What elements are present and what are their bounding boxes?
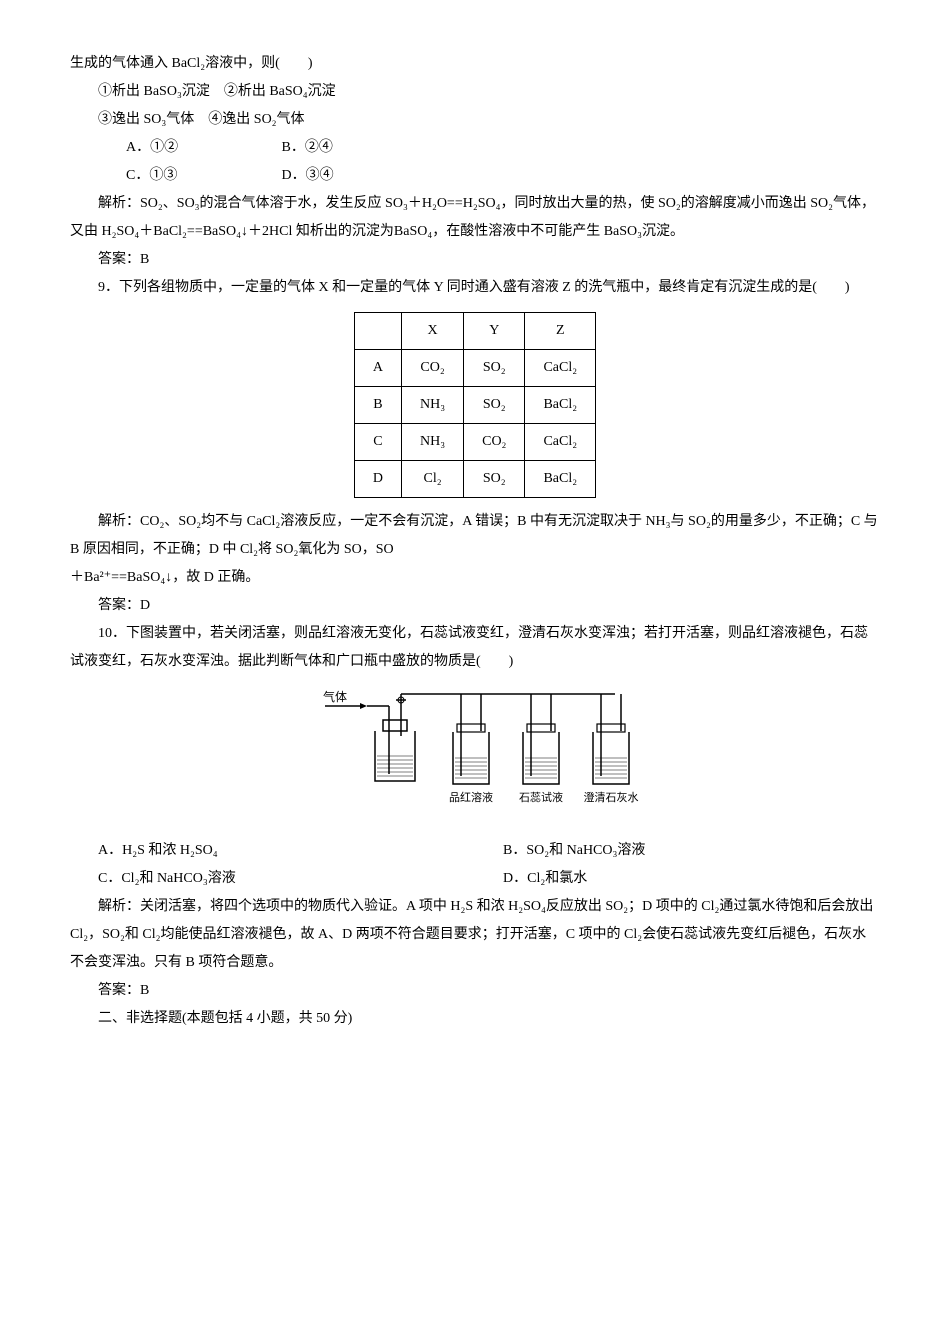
q8-option-row1: A．①② B．②④	[70, 134, 880, 162]
table-row: A CO₂ SO₂ CaCl₂	[354, 350, 595, 387]
table-row: B NH₃ SO₂ BaCl₂	[354, 387, 595, 424]
table-cell: NH₃	[402, 424, 464, 461]
q9-table: X Y Z A CO₂ SO₂ CaCl₂ B NH₃ SO₂ BaCl₂ C …	[354, 312, 596, 498]
table-cell: SO₂	[464, 461, 525, 498]
q8-answer: 答案：B	[70, 246, 880, 274]
q9-analysis-line1: 解析：CO₂、SO₂均不与 CaCl₂溶液反应，一定不会有沉淀，A 错误；B 中…	[70, 508, 880, 564]
table-cell: CaCl₂	[525, 350, 596, 387]
table-cell: CaCl₂	[525, 424, 596, 461]
table-header-x: X	[402, 313, 464, 350]
q9-answer: 答案：D	[70, 592, 880, 620]
q8-option-row2: C．①③ D．③④	[70, 162, 880, 190]
table-header-z: Z	[525, 313, 596, 350]
section-2-heading: 二、非选择题(本题包括 4 小题，共 50 分)	[70, 1005, 880, 1033]
option-a: A．①②	[98, 134, 278, 162]
table-row: C NH₃ CO₂ CaCl₂	[354, 424, 595, 461]
table-cell: CO₂	[464, 424, 525, 461]
q9-stem: 9．下列各组物质中，一定量的气体 X 和一定量的气体 Y 同时通入盛有溶液 Z …	[70, 274, 880, 302]
q8-stem-cont: 生成的气体通入 BaCl₂溶液中，则( )	[70, 50, 880, 78]
q10-options-row1: A．H₂S 和浓 H₂SO₄ B．SO₂和 NaHCO₃溶液	[70, 837, 880, 865]
option-b: B．②④	[282, 140, 333, 155]
table-header-row: X Y Z	[354, 313, 595, 350]
svg-text:气体: 气体	[323, 689, 347, 704]
table-row: D Cl₂ SO₂ BaCl₂	[354, 461, 595, 498]
q10-options-row2: C．Cl₂和 NaHCO₃溶液 D．Cl₂和氯水	[70, 865, 880, 893]
table-header-y: Y	[464, 313, 525, 350]
svg-text:澄清石灰水: 澄清石灰水	[584, 790, 639, 804]
option-d: D．③④	[282, 168, 334, 183]
table-cell: B	[354, 387, 401, 424]
q10-analysis: 解析：关闭活塞，将四个选项中的物质代入验证。A 项中 H₂S 和浓 H₂SO₄反…	[70, 893, 880, 977]
table-cell: A	[354, 350, 401, 387]
table-cell: SO₂	[464, 350, 525, 387]
q10-stem: 10．下图装置中，若关闭活塞，则品红溶液无变化，石蕊试液变红，澄清石灰水变浑浊；…	[70, 620, 880, 676]
q9-analysis-line2: ＋Ba²⁺==BaSO₄↓，故 D 正确。	[70, 564, 880, 592]
option-c: C．①③	[98, 162, 278, 190]
table-cell: BaCl₂	[525, 461, 596, 498]
table-cell: D	[354, 461, 401, 498]
table-header-blank	[354, 313, 401, 350]
option-d: D．Cl₂和氯水	[475, 865, 880, 893]
table-cell: BaCl₂	[525, 387, 596, 424]
option-c: C．Cl₂和 NaHCO₃溶液	[70, 865, 475, 893]
svg-text:石蕊试液: 石蕊试液	[519, 790, 563, 804]
q8-choice-line1: ①析出 BaSO₃沉淀 ②析出 BaSO₄沉淀	[70, 78, 880, 106]
q10-answer: 答案：B	[70, 977, 880, 1005]
option-b: B．SO₂和 NaHCO₃溶液	[475, 837, 880, 865]
table-cell: CO₂	[402, 350, 464, 387]
table-cell: SO₂	[464, 387, 525, 424]
table-cell: C	[354, 424, 401, 461]
option-a: A．H₂S 和浓 H₂SO₄	[70, 837, 475, 865]
q8-choice-line2: ③逸出 SO₃气体 ④逸出 SO₂气体	[70, 106, 880, 134]
apparatus-svg: 气体品红溶液 石蕊试液 澄清石灰水	[305, 686, 645, 816]
table-cell: NH₃	[402, 387, 464, 424]
q10-diagram: 气体品红溶液 石蕊试液 澄清石灰水	[70, 686, 880, 827]
svg-text:品红溶液: 品红溶液	[449, 790, 493, 804]
table-cell: Cl₂	[402, 461, 464, 498]
q8-analysis: 解析：SO₂、SO₃的混合气体溶于水，发生反应 SO₃＋H₂O==H₂SO₄，同…	[70, 190, 880, 246]
